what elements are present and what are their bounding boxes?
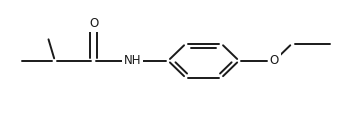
Text: O: O — [89, 17, 98, 30]
Text: NH: NH — [124, 54, 142, 67]
Text: O: O — [270, 54, 279, 67]
